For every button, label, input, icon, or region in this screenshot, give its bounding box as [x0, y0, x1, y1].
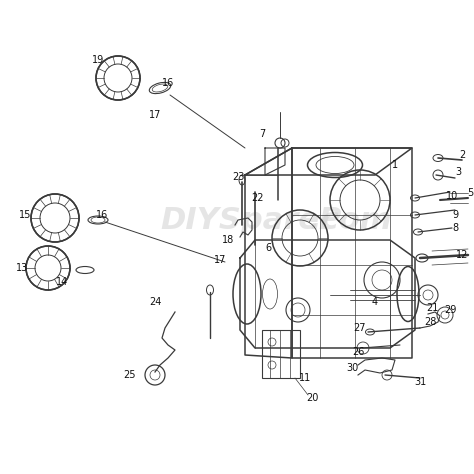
Text: 5: 5: [467, 188, 473, 198]
Text: 28: 28: [424, 317, 436, 327]
Text: 26: 26: [352, 347, 364, 357]
Text: 16: 16: [162, 78, 174, 88]
Text: 9: 9: [452, 210, 458, 220]
Text: 19: 19: [92, 55, 104, 65]
Text: 12: 12: [456, 250, 468, 260]
Text: 21: 21: [426, 303, 438, 313]
Text: 17: 17: [149, 110, 161, 120]
Text: 18: 18: [222, 235, 234, 245]
Text: 6: 6: [265, 243, 271, 253]
Text: .com: .com: [310, 206, 392, 235]
Text: 20: 20: [306, 393, 318, 403]
Text: 27: 27: [354, 323, 366, 333]
Text: 10: 10: [446, 191, 458, 201]
Text: 13: 13: [16, 263, 28, 273]
Text: 8: 8: [452, 223, 458, 233]
Text: 23: 23: [232, 172, 244, 182]
Text: 14: 14: [56, 277, 68, 287]
Bar: [262, 330, 300, 378]
Text: 3: 3: [455, 167, 461, 177]
Text: DIYSpareP: DIYSpareP: [160, 206, 341, 235]
Text: 1: 1: [392, 160, 398, 170]
Text: 25: 25: [124, 370, 136, 380]
Text: 16: 16: [96, 210, 108, 220]
Text: 17: 17: [214, 255, 226, 265]
Text: 2: 2: [459, 150, 465, 160]
Text: 22: 22: [252, 193, 264, 203]
Text: 11: 11: [299, 373, 311, 383]
Text: 24: 24: [149, 297, 161, 307]
Text: 7: 7: [259, 129, 265, 139]
Text: 29: 29: [444, 305, 456, 315]
Text: 4: 4: [372, 297, 378, 307]
Text: 31: 31: [414, 377, 426, 387]
Text: 30: 30: [346, 363, 358, 373]
Text: 15: 15: [19, 210, 31, 220]
